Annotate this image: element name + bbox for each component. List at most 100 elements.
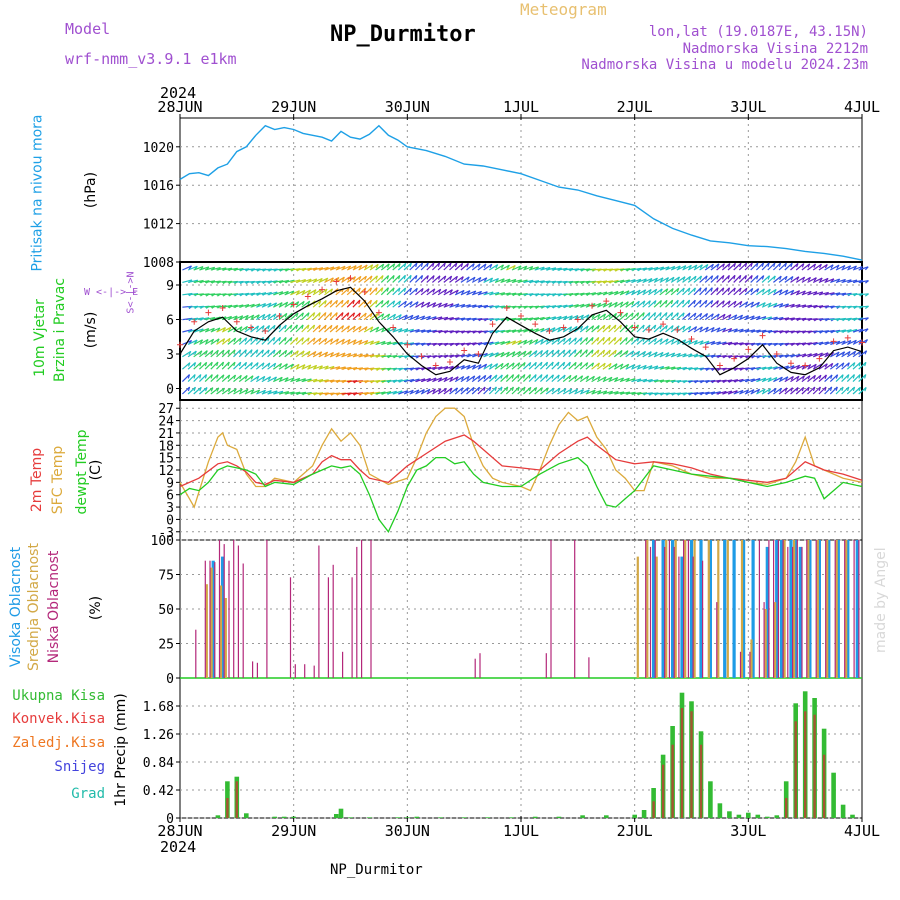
cloud-bar-low xyxy=(474,658,476,678)
wind-arrow xyxy=(375,340,386,345)
wind-arrow xyxy=(540,305,551,308)
wind-arrow xyxy=(261,313,271,321)
wind-arrow-head xyxy=(711,327,715,332)
cloud-bar-mid xyxy=(224,598,227,678)
wind-arrow xyxy=(261,280,272,283)
wind-arrow xyxy=(488,386,497,395)
wind-arrow xyxy=(324,324,333,333)
wind-arrow xyxy=(500,386,509,395)
wind-arrow xyxy=(449,387,458,395)
wind-arrow xyxy=(517,328,528,333)
wind-arrow xyxy=(767,330,778,333)
wind-arrow xyxy=(596,324,606,333)
wind-arrow xyxy=(824,362,834,370)
wind-arrow xyxy=(352,325,362,333)
wind-arrow xyxy=(386,300,395,308)
wind-arrow-head xyxy=(546,349,549,355)
wind-arrow-head xyxy=(472,263,475,268)
wind-arrow xyxy=(704,313,714,321)
wind-arrow-head xyxy=(483,375,487,380)
precip-conv-bar xyxy=(813,714,816,818)
wind-arrow xyxy=(619,391,630,395)
wind-arrow-head xyxy=(836,351,840,356)
wind-arrow-head xyxy=(829,386,833,391)
wind-arrow-head xyxy=(494,386,497,391)
wind-arrow xyxy=(807,291,818,296)
wind-arrow xyxy=(784,303,795,308)
wind-arrow-head xyxy=(557,326,562,332)
wind-arrow xyxy=(756,316,767,321)
wind-arrow xyxy=(778,275,788,283)
cloud-bar-low xyxy=(332,564,334,678)
wind-arrow xyxy=(267,280,278,283)
wind-arrow xyxy=(721,274,730,283)
wind-arrow xyxy=(244,337,253,345)
wind-arrow xyxy=(608,336,617,345)
wind-arrow-head xyxy=(415,315,420,320)
wind-arrow xyxy=(528,350,538,358)
wind-arrow xyxy=(204,266,215,271)
wind-arrow xyxy=(318,324,327,333)
wind-arrow-head xyxy=(432,275,435,280)
wind-arrow xyxy=(705,391,716,395)
wind-arrow-head xyxy=(444,388,447,393)
wind-arrow xyxy=(648,337,657,345)
wind-arrow xyxy=(227,349,236,358)
wind-arrow xyxy=(574,337,583,345)
wind-arrow xyxy=(733,342,744,345)
temp-ytick-label: 9 xyxy=(166,476,174,491)
wind-arrow xyxy=(591,302,602,308)
wind-arrow-head xyxy=(449,289,453,294)
wind-arrow xyxy=(841,374,850,383)
wind-arrow-head xyxy=(568,375,572,380)
precip-total-bar xyxy=(736,814,742,818)
wind-arrow-head xyxy=(727,300,731,305)
wind-arrow xyxy=(613,301,624,308)
wind-arrow xyxy=(341,325,350,333)
wind-arrow xyxy=(636,364,647,370)
wind-arrow xyxy=(551,361,560,370)
wind-arrow xyxy=(307,392,318,395)
wind-arrow-head xyxy=(369,287,372,292)
wind-gust-mark xyxy=(503,305,510,311)
wind-arrow xyxy=(358,312,367,321)
wind-arrow xyxy=(852,339,863,345)
wind-arrow xyxy=(204,387,214,395)
wind-arrow xyxy=(267,376,277,383)
wind-arrow xyxy=(812,352,823,358)
wind-arrow-head xyxy=(540,338,544,343)
precip-conv-bar xyxy=(794,721,797,818)
temp-ytick-label: 6 xyxy=(166,489,174,504)
wind-arrow xyxy=(795,276,805,283)
wind-arrow-head xyxy=(267,337,270,342)
wind-arrow-head xyxy=(580,389,584,394)
wind-arrow-head xyxy=(836,362,839,368)
wind-arrow xyxy=(267,349,276,358)
wind-arrow xyxy=(255,325,265,333)
wind-arrow xyxy=(682,367,693,370)
wind-arrow xyxy=(375,379,386,383)
precip-total-bar xyxy=(281,816,287,818)
wind-arrow xyxy=(807,263,816,271)
wind-arrow xyxy=(397,300,407,308)
wind-arrow xyxy=(455,303,465,308)
wind-arrow xyxy=(801,364,811,370)
wind-arrow xyxy=(813,305,824,308)
wind-arrow-head xyxy=(518,265,522,270)
wind-arrow-head xyxy=(774,302,778,307)
wind-arrow xyxy=(506,329,517,333)
wind-arrow-head xyxy=(347,339,351,344)
wind-arrow-head xyxy=(807,277,812,282)
wind-arrow-head xyxy=(483,263,487,268)
wind-arrow xyxy=(727,314,738,321)
wind-arrow xyxy=(216,374,225,383)
wind-arrow-head xyxy=(193,350,197,355)
wind-arrow xyxy=(858,361,867,370)
wind-arrow xyxy=(386,313,396,321)
wind-arrow-head xyxy=(733,275,736,280)
wind-arrow xyxy=(284,336,293,345)
wind-arrow xyxy=(767,288,777,296)
wind-arrow-head xyxy=(545,374,549,379)
cloud-bar-high xyxy=(680,556,684,678)
wind-arrow xyxy=(773,275,782,283)
